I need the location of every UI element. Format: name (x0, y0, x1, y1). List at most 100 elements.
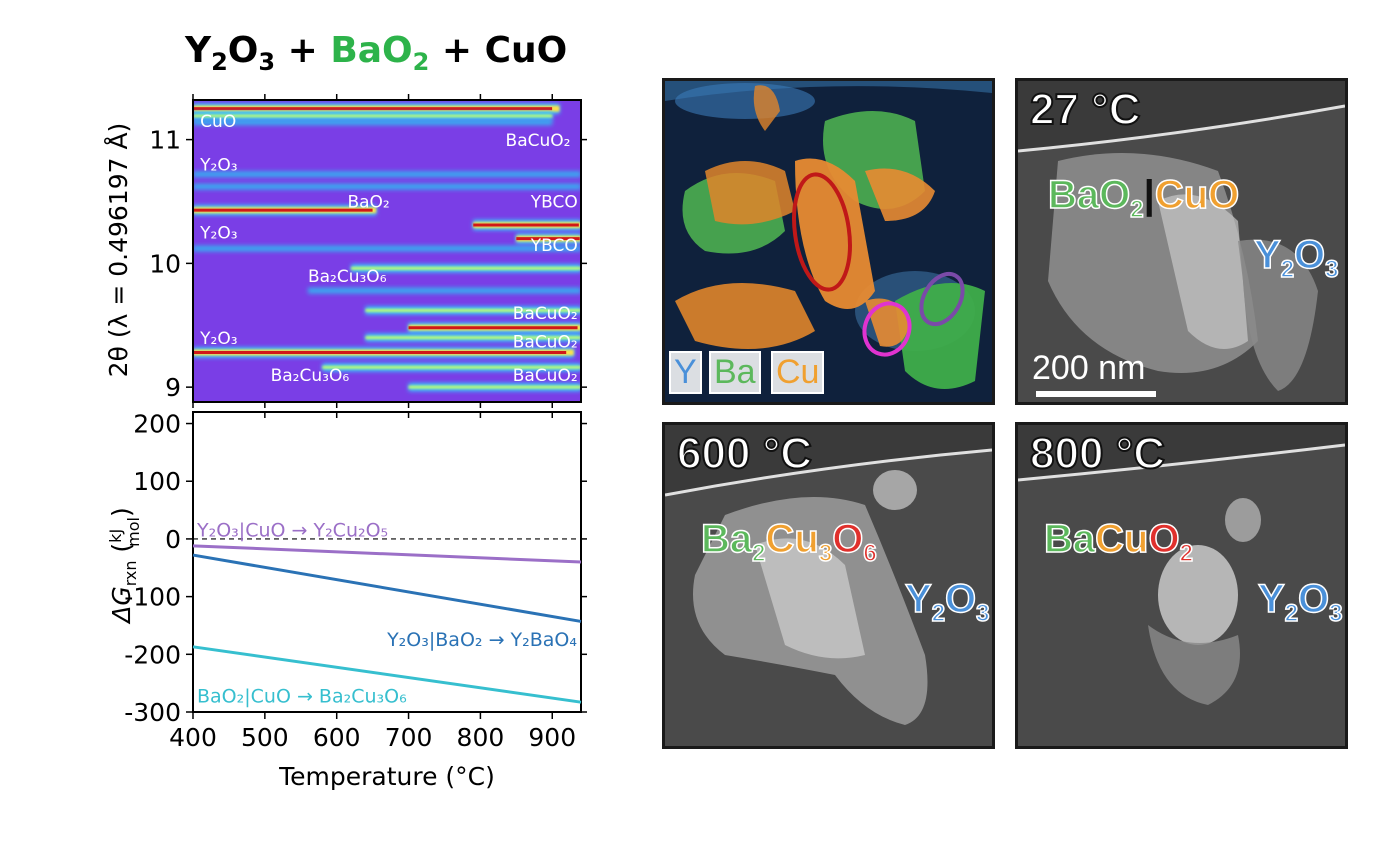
band-core (193, 350, 567, 354)
label-ba2cu3o6: Ba2Cu3O6 (700, 516, 877, 568)
line-ytick-label: -300 (124, 698, 181, 727)
label-y2o3-27c: Y2O3 (1253, 232, 1339, 284)
heatmap-band (408, 383, 581, 392)
heatmap-band (193, 205, 377, 216)
eds-map-panel: Y Ba Cu (662, 78, 995, 405)
phase-label: Ba₂Cu₃O₆ (308, 267, 387, 287)
band-glow (193, 245, 581, 252)
line-xtick-label: 600 (313, 723, 361, 752)
heatmap-band (516, 233, 581, 244)
series-label: Y₂O₃|CuO → Y₂Cu₂O₅ (196, 520, 388, 542)
heatmap-ytick-label: 10 (149, 249, 181, 278)
phase-label: CuO (200, 112, 236, 132)
line-x-axis-label: Temperature (°C) (278, 762, 495, 791)
temp-label-600c: 600 °C (676, 428, 813, 479)
heatmap-band (307, 287, 581, 294)
phase-label: YBCO (530, 193, 578, 213)
sem-image-27c (1018, 81, 1345, 391)
heatmap-area (193, 100, 581, 402)
line-ytick-label: -200 (124, 640, 181, 669)
band-core (408, 385, 581, 389)
eds-legend-ba: Ba (709, 351, 761, 394)
heatmap-band (193, 347, 574, 358)
label-y2o3-600c: Y2O3 (904, 576, 990, 628)
heatmap-band (473, 220, 581, 231)
line-ytick-label: 100 (133, 467, 181, 496)
band-glow (307, 287, 581, 294)
series-label: BaO₂|CuO → Ba₂Cu₃O₆ (197, 686, 407, 708)
label-y2o3-800c: Y2O3 (1257, 576, 1343, 628)
line-xtick-label: 800 (457, 723, 505, 752)
heatmap-band (365, 333, 581, 342)
line-y-axis-label: ΔGrxn (kJmol) (106, 507, 143, 625)
band-core (193, 208, 373, 212)
phase-label: Y₂O₃ (199, 156, 237, 176)
heatmap-band (193, 103, 560, 114)
phase-label: BaCuO₂ (513, 304, 578, 324)
series-label: Y₂O₃|BaO₂ → Y₂BaO₄ (386, 629, 577, 651)
band-core (408, 326, 578, 330)
heatmap-band (322, 363, 581, 372)
eds-map-image (665, 81, 992, 402)
phase-label: YBCO (530, 236, 578, 256)
band-core (193, 107, 553, 111)
heatmap-ytick-label: 11 (149, 126, 181, 155)
heatmap-y-axis-label: 2θ (λ = 0.496197 Å) (104, 123, 133, 378)
heatmap-band (193, 183, 581, 190)
eds-legend-y: Y (669, 351, 702, 394)
line-xtick-label: 900 (528, 723, 576, 752)
band-core (365, 336, 581, 340)
line-xtick-label: 700 (385, 723, 433, 752)
line-xtick-label: 500 (241, 723, 289, 752)
line-ytick-label: 0 (165, 525, 181, 554)
scale-bar (1036, 391, 1156, 397)
heatmap-band (193, 112, 553, 121)
band-core (351, 266, 581, 270)
band-core (473, 223, 579, 227)
phase-label: Y₂O₃ (199, 224, 237, 244)
label-bao2-cuo: BaO2|CuO (1047, 172, 1240, 224)
heatmap-band (408, 322, 581, 333)
phase-label: Ba₂Cu₃O₆ (271, 366, 350, 386)
band-core (365, 308, 581, 312)
eds-legend-cu: Cu (771, 351, 825, 394)
heatmap-band (193, 245, 581, 252)
heatmap-band (365, 306, 581, 315)
sem-panel-600c: 600 °C Ba2Cu3O6 Y2O3 (662, 422, 995, 749)
phase-label: Y₂O₃ (199, 329, 237, 349)
series-line (192, 645, 582, 704)
phase-label: BaCuO₂ (513, 366, 578, 386)
sem-panel-800c: 800 °C BaCuO2 Y2O3 (1015, 422, 1348, 749)
line-ytick-label: 200 (133, 410, 181, 439)
sem-image-800c (1018, 425, 1345, 705)
series-line (192, 544, 582, 564)
band-core (516, 237, 580, 241)
line-plot-frame (192, 411, 582, 713)
band-glow (193, 171, 581, 178)
heatmap-plot: 9 10 11 CuO BaCuO₂ Y₂O₃ BaO₂ YBCO Y₂O₃ YBCO Ba₂Cu₃… (149, 94, 587, 408)
band-glow (193, 119, 553, 126)
phase-label: BaO₂ (347, 193, 389, 213)
band-core (193, 114, 553, 118)
label-bacuo2: BaCuO2 (1043, 516, 1193, 568)
line-ytick-label: -100 (124, 583, 181, 612)
svg-text:ΔGrxn (kJmol): ΔGrxn (kJmol) (106, 507, 143, 625)
sem-image-600c (665, 425, 992, 725)
sem-panel-27c: 27 °C BaO2|CuO Y2O3 200 nm (1015, 78, 1348, 405)
heatmap-band (193, 171, 581, 178)
heatmap-band (193, 119, 553, 126)
heatmap-frame (192, 99, 582, 403)
band-glow (193, 183, 581, 190)
heatmap-ytick-label: 9 (165, 373, 181, 402)
temp-label-27c: 27 °C (1029, 84, 1142, 135)
charts-svg: 9 10 11 CuO BaCuO₂ Y₂O₃ BaO₂ YBCO Y₂O₃ YBCO Ba₂Cu₃… (104, 94, 587, 791)
figure-title: Y2O3 + BaO2 + CuO (185, 30, 568, 77)
line-xtick-label: 400 (169, 723, 217, 752)
phase-label: BaCuO₂ (506, 131, 571, 151)
temp-label-800c: 800 °C (1029, 428, 1166, 479)
heatmap-band (351, 264, 581, 273)
scale-bar-label: 200 nm (1032, 349, 1146, 387)
band-core (322, 365, 581, 369)
series-line (192, 553, 582, 623)
